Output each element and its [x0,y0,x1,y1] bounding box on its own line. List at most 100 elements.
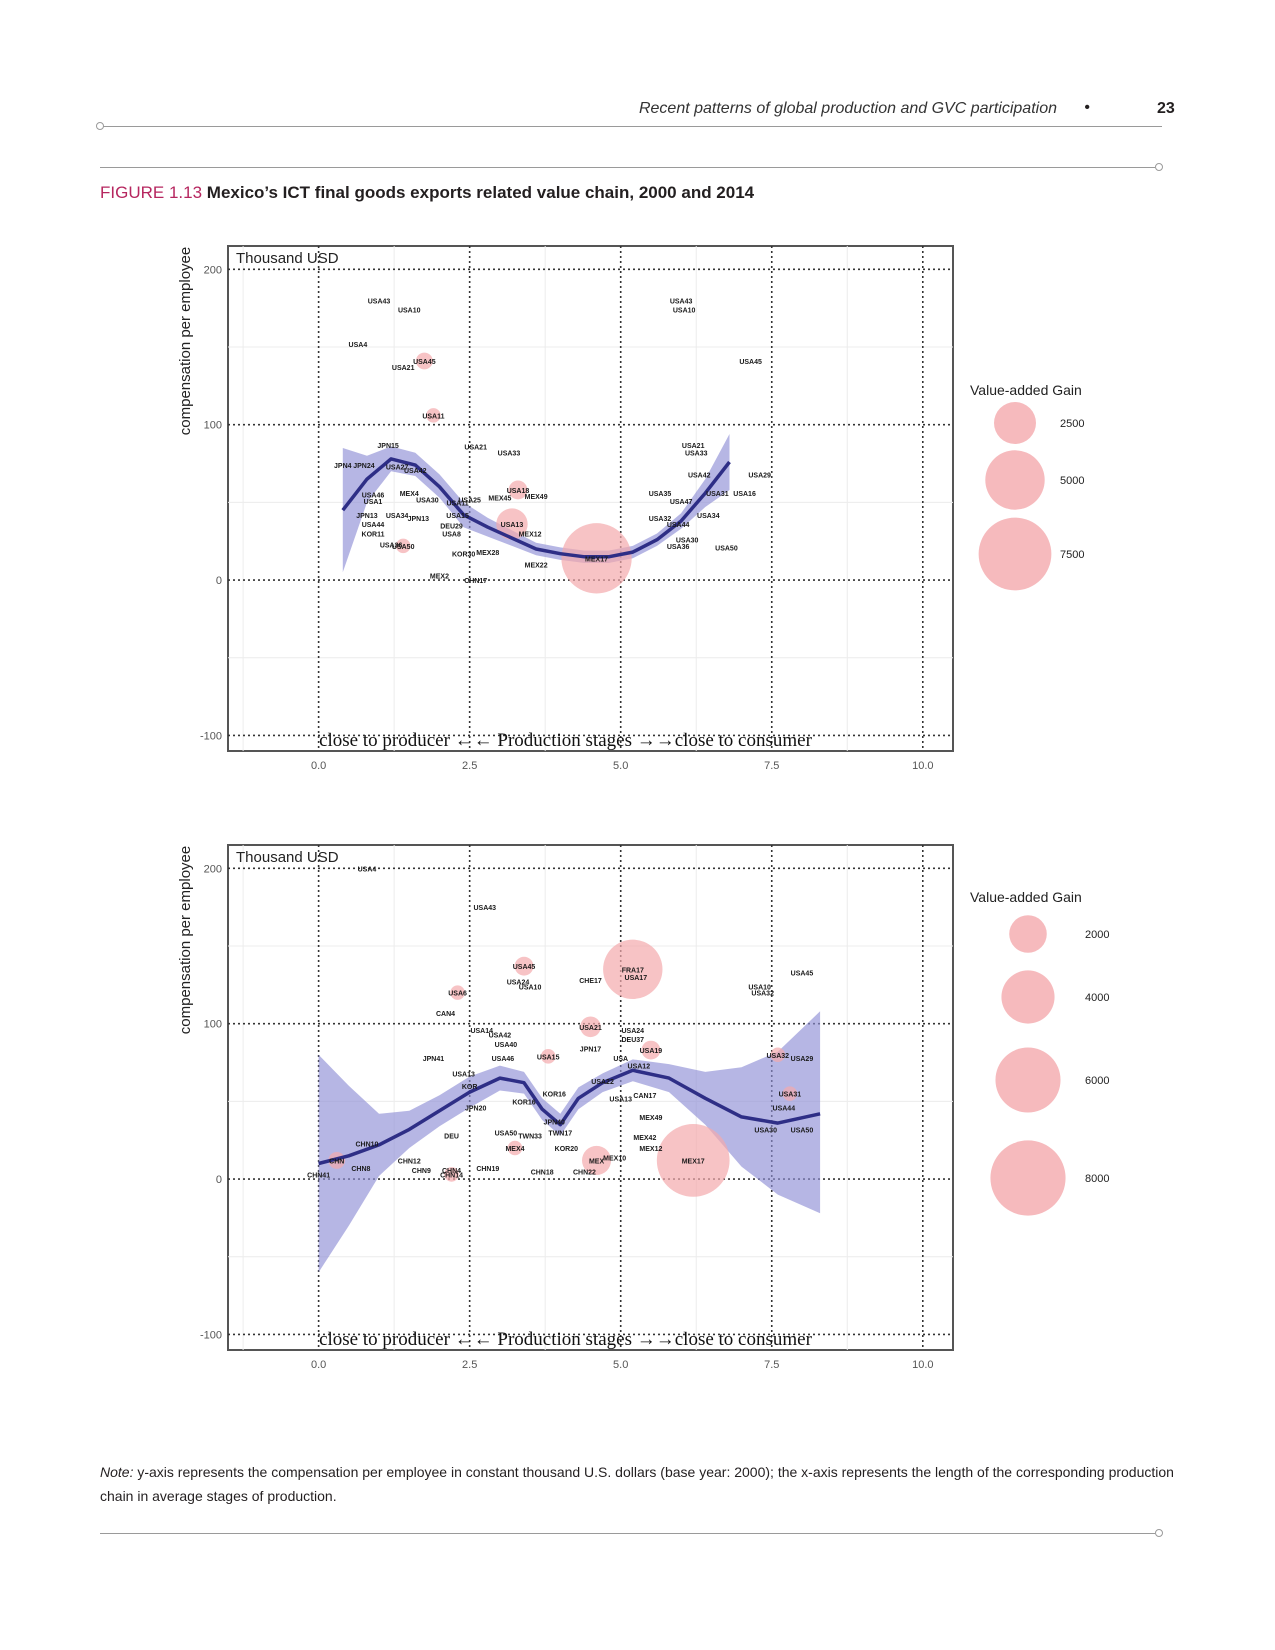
smooth-line [318,1068,821,1166]
point-label: USA43 [368,298,391,305]
point-label: USA13 [501,522,524,529]
data-bubble [508,480,528,500]
point-label: USA21 [579,1025,602,1032]
x-tick-label: 10.0 [912,1359,933,1371]
legend-bubble [1009,915,1047,953]
x-tick-label: 2.5 [462,1359,477,1371]
point-label: CAN17 [633,1093,656,1100]
point-label: JPN4 [334,463,352,470]
point-label: JPN13 [408,516,430,523]
figure-title-text: Mexico’s ICT final goods exports related… [206,183,755,202]
point-label: USA4 [358,866,377,873]
data-bubble [507,1140,523,1156]
point-label: USA33 [685,451,708,458]
point-label: USA44 [667,522,690,529]
point-label: USA36 [380,542,403,549]
point-label: USA46 [492,1056,515,1063]
point-label: CHN22 [573,1169,596,1176]
point-label: USA [613,1056,628,1063]
chart-title: Thousand USD [236,849,339,866]
x-axis-label: close to producer ←← Production stages →… [319,1329,813,1350]
point-label: USA42 [489,1033,512,1040]
point-label: MEX [589,1158,605,1165]
point-label: USA16 [733,491,756,498]
point-label: USA6 [448,991,467,998]
point-label: USA32 [649,516,672,523]
x-tick-label: 7.5 [764,760,779,772]
point-label: CHN19 [476,1166,499,1173]
point-label: USA31 [706,491,729,498]
point-label: USA32 [751,991,774,998]
y-tick-label: 100 [204,420,222,432]
point-label: USA11 [446,500,468,507]
point-label: USA22 [591,1079,614,1086]
point-label: USA45 [513,964,536,971]
point-label: DEU [444,1134,459,1141]
x-tick-label: 2.5 [462,760,477,772]
legend-label: 5000 [1060,475,1084,487]
point-label: KOR20 [555,1146,578,1153]
point-label: USA13 [609,1096,632,1103]
point-label: USA45 [413,359,436,366]
point-label: MEX2 [430,573,449,580]
point-label: DEU29 [440,524,463,531]
data-bubble [580,1016,601,1038]
point-label: USA10 [398,308,421,315]
chart-title: Thousand USD [236,250,339,267]
point-label: FRA17 [622,967,644,974]
point-label: CHN41 [307,1172,330,1179]
point-label: USA24 [507,980,530,987]
point-label: MEX45 [488,496,511,503]
legend-title: Value-added Gain [970,889,1082,905]
smooth-line [341,457,731,559]
data-bubble [450,985,465,1000]
data-bubble [581,1145,612,1175]
point-label: USA43 [670,298,693,305]
running-header: Recent patterns of global production and… [638,100,1057,117]
point-label: USA46 [362,493,385,500]
point-label: CHN8 [351,1166,370,1173]
point-label: USA18 [507,488,530,495]
point-label: USA19 [640,1048,663,1055]
point-label: USA27 [386,465,409,472]
point-label: JPN20 [465,1106,487,1113]
point-label: USA50 [715,545,738,552]
point-label: USA1 [364,499,383,506]
point-label: CHN4 [442,1168,461,1175]
point-label: MEX4 [400,491,419,498]
confidence-band [318,1011,821,1273]
data-bubble [444,1167,459,1182]
legend-bubble [994,402,1036,444]
point-label: CHN14 [440,1172,463,1179]
data-bubble [496,508,528,540]
point-label: JPN17 [580,1047,602,1054]
point-label: MEX17 [585,556,608,563]
y-tick-label: 0 [216,1174,222,1186]
point-label: USA29 [791,1056,814,1063]
point-label: USA15 [537,1054,560,1061]
point-label: USA36 [667,544,690,551]
x-axis-label: close to producer ←← Production stages →… [319,730,813,751]
x-tick-label: 0.0 [311,1359,326,1371]
legend-label: 8000 [1085,1173,1109,1185]
point-label: USA34 [697,513,720,520]
point-label: JPN40 [544,1120,566,1127]
point-label: USA10 [748,984,771,991]
point-label: USA50 [495,1130,518,1137]
point-label: CHN17 [464,578,487,585]
y-tick-label: 0 [216,575,222,587]
point-label: USA43 [473,905,496,912]
y-tick-label: 200 [204,264,222,276]
point-label: CHN12 [398,1158,421,1165]
chart-2014: 0.0 2.5 5.0 7.5 10.0 -100 0 100 200 compensation … [177,844,1109,1371]
y-tick-label: 200 [204,863,222,875]
point-label: CHN9 [412,1168,431,1175]
figure-title: FIGURE 1.13 Mexico’s ICT final goods exp… [100,183,754,203]
point-label: KOR16 [543,1092,566,1099]
x-tick-label: 10.0 [912,760,933,772]
point-label: KOR30 [452,552,475,559]
confidence-band [342,434,730,573]
legend-label: 6000 [1085,1075,1109,1087]
point-label: KOR11 [362,531,385,538]
point-label: TWN17 [548,1130,572,1137]
